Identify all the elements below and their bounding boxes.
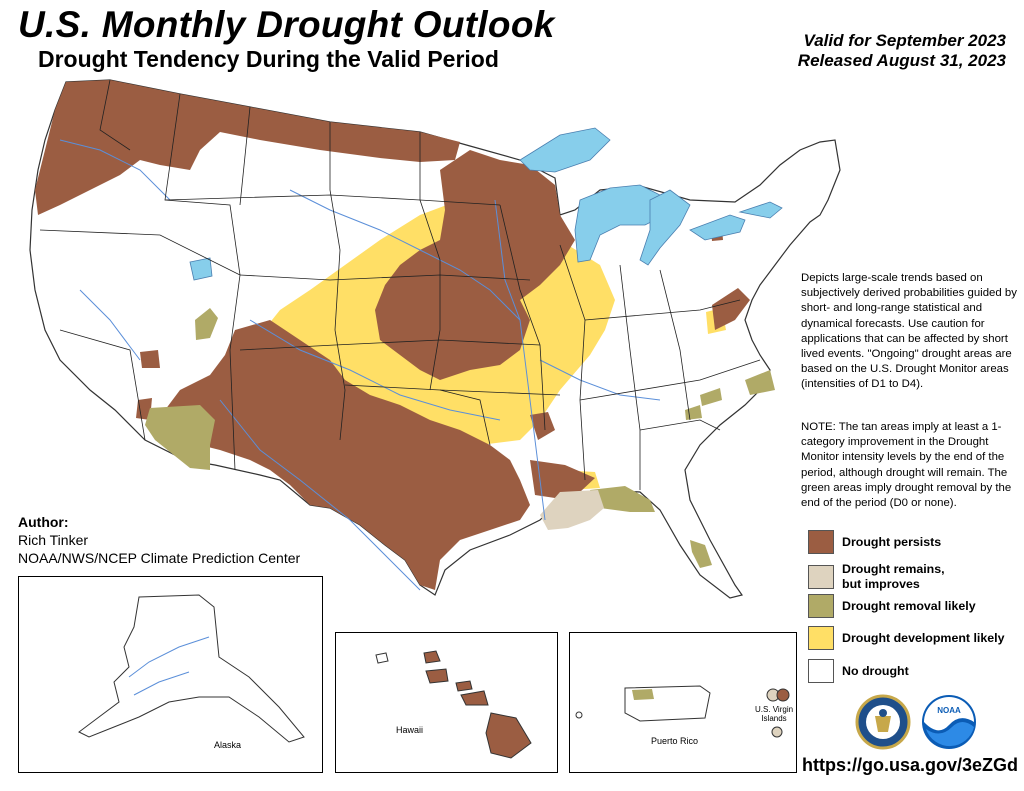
alaska-inset: Alaska [18, 576, 323, 773]
hawaii-map [375, 650, 532, 759]
legend-item-no-drought: No drought [808, 659, 909, 683]
legend-label: Drought removal likely [842, 598, 976, 613]
legend-swatch [808, 594, 834, 618]
drought-removal-desert-southwest [145, 405, 215, 470]
hawaii-inset: Hawaii [335, 632, 558, 773]
valid-period: Valid for September 2023 [803, 31, 1006, 50]
note-text: NOTE: The tan areas imply at least a 1-c… [801, 421, 1012, 510]
drought-removal-gulf-coast [590, 486, 655, 512]
puerto-rico-inset: Puerto Rico U.S. Virgin Islands [569, 632, 797, 773]
drought-persists-pacific-northwest [35, 80, 460, 215]
drought-persists-great-basin [140, 350, 160, 368]
puerto-rico-label: Puerto Rico [651, 736, 699, 746]
drought-removal-virginia [700, 388, 722, 406]
legend-swatch [808, 659, 834, 683]
puerto-rico-map [575, 685, 790, 738]
hawaii-label: Hawaii [396, 725, 424, 735]
map-subtitle: Drought Tendency During the Valid Period [38, 46, 499, 72]
drought-improves-gulf-coast [540, 490, 604, 530]
legend-label: Drought persists [842, 534, 942, 549]
legend-swatch [808, 626, 834, 650]
legend-item-drought-development: Drought development likely [808, 626, 1004, 650]
department-of-commerce-seal-icon [855, 694, 911, 750]
drought-removal-utah [195, 308, 218, 340]
rivers [59, 139, 661, 591]
alaska-label: Alaska [214, 740, 242, 750]
description-text: Depicts large-scale trends based on subj… [801, 272, 1017, 391]
drought-removal-carolinas [745, 370, 775, 395]
drought-persists-arizona [136, 398, 152, 420]
state-borders [39, 79, 761, 490]
legend-swatch [808, 530, 834, 554]
drought-persists-louisiana [530, 460, 595, 498]
author-organization: NOAA/NWS/NCEP Climate Prediction Center [18, 550, 301, 566]
drought-persists-mid-atlantic [712, 288, 750, 330]
legend-label: No drought [842, 663, 909, 678]
alaska-map [78, 594, 305, 743]
drought-removal-florida [690, 540, 712, 568]
legend-label: Drought remains, but improves [842, 562, 945, 591]
legend-label: Drought development likely [842, 630, 1005, 645]
release-date: Released August 31, 2023 [797, 51, 1006, 70]
drought-persists-upper-midwest [375, 150, 575, 380]
legend-swatch [808, 565, 834, 589]
svg-text:NOAA: NOAA [937, 706, 961, 715]
drought-persists-mississippi [530, 412, 555, 440]
source-link[interactable]: https://go.usa.gov/3eZGd [801, 755, 1018, 775]
legend-item-drought-removal: Drought removal likely [808, 594, 976, 618]
map-title: U.S. Monthly Drought Outlook [18, 4, 555, 45]
noaa-logo-icon: NOAA [922, 695, 976, 749]
author-name: Rich Tinker [18, 532, 89, 548]
great-lakes [189, 127, 783, 281]
virgin-islands-label: U.S. Virgin Islands [754, 705, 794, 723]
drought-persists-southern-plains [165, 320, 530, 590]
author-label: Author: [18, 514, 69, 530]
legend-item-drought-persists: Drought persists [808, 530, 941, 554]
legend-item-drought-improves: Drought remains, but improves [808, 562, 945, 592]
